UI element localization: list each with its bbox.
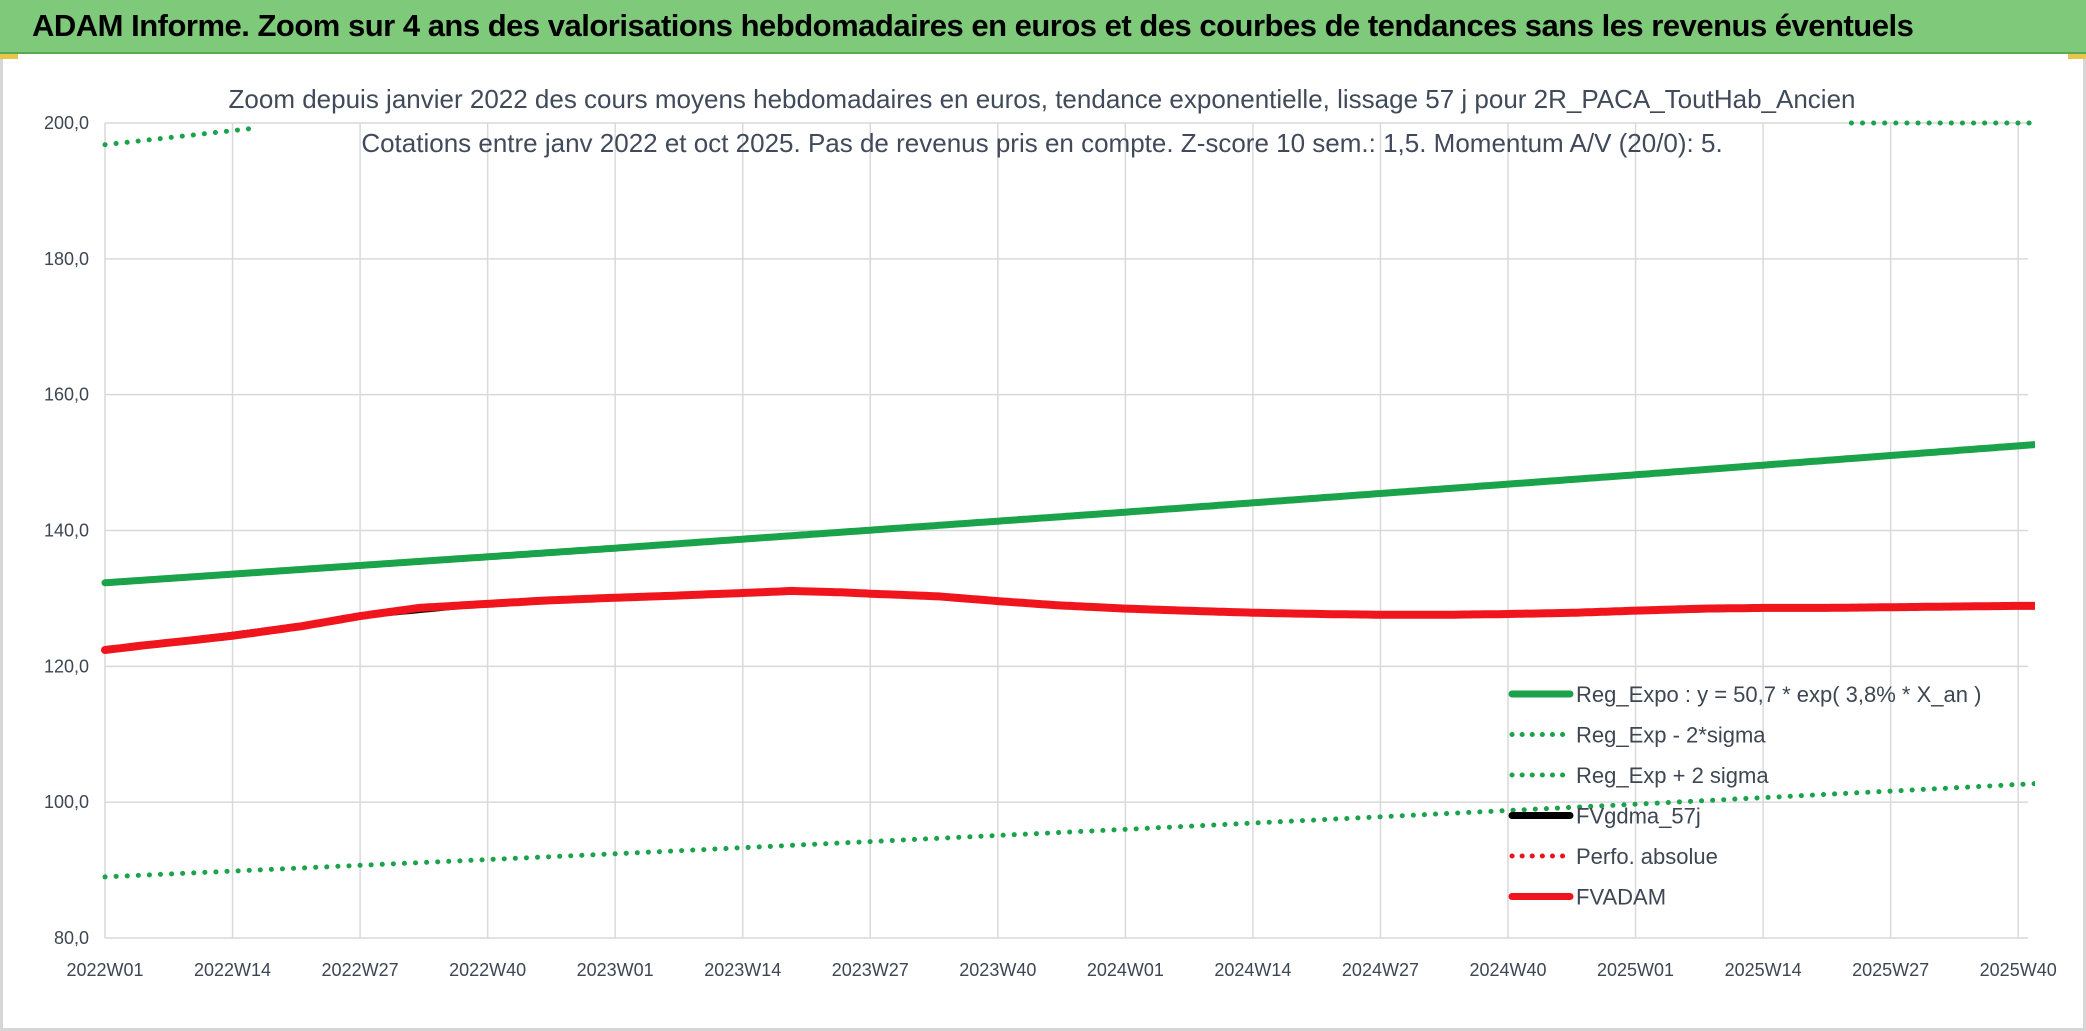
legend-label: FVgdma_57j — [1576, 804, 1701, 829]
header-bar: ADAM Informe. Zoom sur 4 ans des valoris… — [0, 0, 2086, 54]
legend-label: Perfo. absolue — [1576, 844, 1718, 869]
x-tick-label: 2024W14 — [1214, 960, 1291, 980]
y-tick-label: 200,0 — [44, 113, 89, 133]
x-tick-label: 2023W01 — [577, 960, 654, 980]
x-tick-label: 2022W40 — [449, 960, 526, 980]
series-line-reg-exp-2-sigma — [102, 125, 255, 148]
x-tick-label: 2024W27 — [1342, 960, 1419, 980]
legend-label: Reg_Expo : y = 50,7 * exp( 3,8% * X_an ) — [1576, 682, 1981, 707]
chart-frame — [0, 54, 2086, 1031]
series-line-fvgdma-57j — [103, 589, 2035, 653]
x-tick-label: 2025W27 — [1852, 960, 1929, 980]
x-tick-label: 2022W27 — [322, 960, 399, 980]
series-line-reg-exp-2-sigma — [102, 781, 2035, 880]
series-line-reg-expo-y-50-7-exp-3-8-x-an — [101, 441, 2035, 587]
x-tick-label: 2023W40 — [959, 960, 1036, 980]
y-tick-label: 160,0 — [44, 385, 89, 405]
x-tick-label: 2024W40 — [1469, 960, 1546, 980]
y-tick-label: 100,0 — [44, 792, 89, 812]
legend-label: Reg_Exp - 2*sigma — [1576, 723, 1766, 748]
corner-accent-left — [0, 54, 18, 59]
x-tick-label: 2024W01 — [1087, 960, 1164, 980]
x-tick-label: 2023W14 — [704, 960, 781, 980]
series-line-fvadam — [101, 586, 2035, 654]
x-tick-label: 2025W01 — [1597, 960, 1674, 980]
y-tick-label: 120,0 — [44, 656, 89, 676]
chart-title-line2: Cotations entre janv 2022 et oct 2025. P… — [361, 128, 1722, 158]
chart-title-line1: Zoom depuis janvier 2022 des cours moyen… — [229, 84, 1856, 114]
x-tick-label: 2025W40 — [1980, 960, 2057, 980]
x-tick-label: 2025W14 — [1725, 960, 1802, 980]
legend-label: Reg_Exp + 2 sigma — [1576, 763, 1769, 788]
x-tick-label: 2023W27 — [832, 960, 909, 980]
legend-label: FVADAM — [1576, 885, 1666, 910]
y-tick-label: 180,0 — [44, 249, 89, 269]
y-tick-label: 80,0 — [54, 928, 89, 948]
corner-accent-right — [2068, 54, 2086, 59]
x-tick-label: 2022W14 — [194, 960, 271, 980]
y-tick-label: 140,0 — [44, 521, 89, 541]
page-title: ADAM Informe. Zoom sur 4 ans des valoris… — [32, 8, 1914, 43]
x-tick-label: 2022W01 — [66, 960, 143, 980]
